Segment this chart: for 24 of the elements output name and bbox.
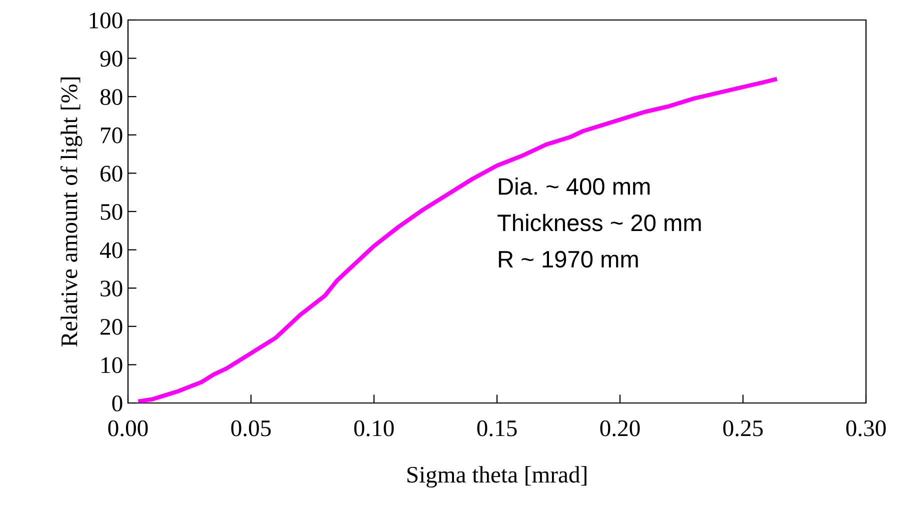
y-tick-label: 30 xyxy=(100,280,122,297)
y-tick-label: 80 xyxy=(100,89,122,106)
line-series xyxy=(138,77,778,403)
y-tick-label: 40 xyxy=(100,242,122,258)
y-tick-label: 90 xyxy=(100,50,122,67)
y-tick-label: 0 xyxy=(112,395,122,412)
x-tick-label: 0.00 xyxy=(108,420,148,436)
annotation: Dia. ~ 400 mm xyxy=(498,178,650,195)
x-tick-label: 0.10 xyxy=(354,420,394,436)
x-tick-label: 0.25 xyxy=(723,420,763,436)
y-axis-title: Relative amount of light [%] xyxy=(60,78,82,347)
x-tick-label: 0.30 xyxy=(846,420,886,436)
y-tick-label: 10 xyxy=(102,357,122,374)
y-tick-label: 70 xyxy=(101,127,122,144)
y-tick-label: 20 xyxy=(100,318,122,335)
annotation: R ~ 1970 mm xyxy=(498,250,638,268)
x-tick-label: 0.20 xyxy=(600,420,640,436)
y-tick-label: 50 xyxy=(100,204,122,220)
y-tick-label: 60 xyxy=(100,166,122,182)
x-tick-label: 0.15 xyxy=(477,420,517,436)
x-axis-title: Sigma theta [mrad] xyxy=(407,466,586,488)
y-tick-label: 100 xyxy=(90,12,122,28)
x-tick-label: 0.05 xyxy=(231,420,271,436)
annotation: Thickness ~ 20 mm xyxy=(498,214,701,232)
